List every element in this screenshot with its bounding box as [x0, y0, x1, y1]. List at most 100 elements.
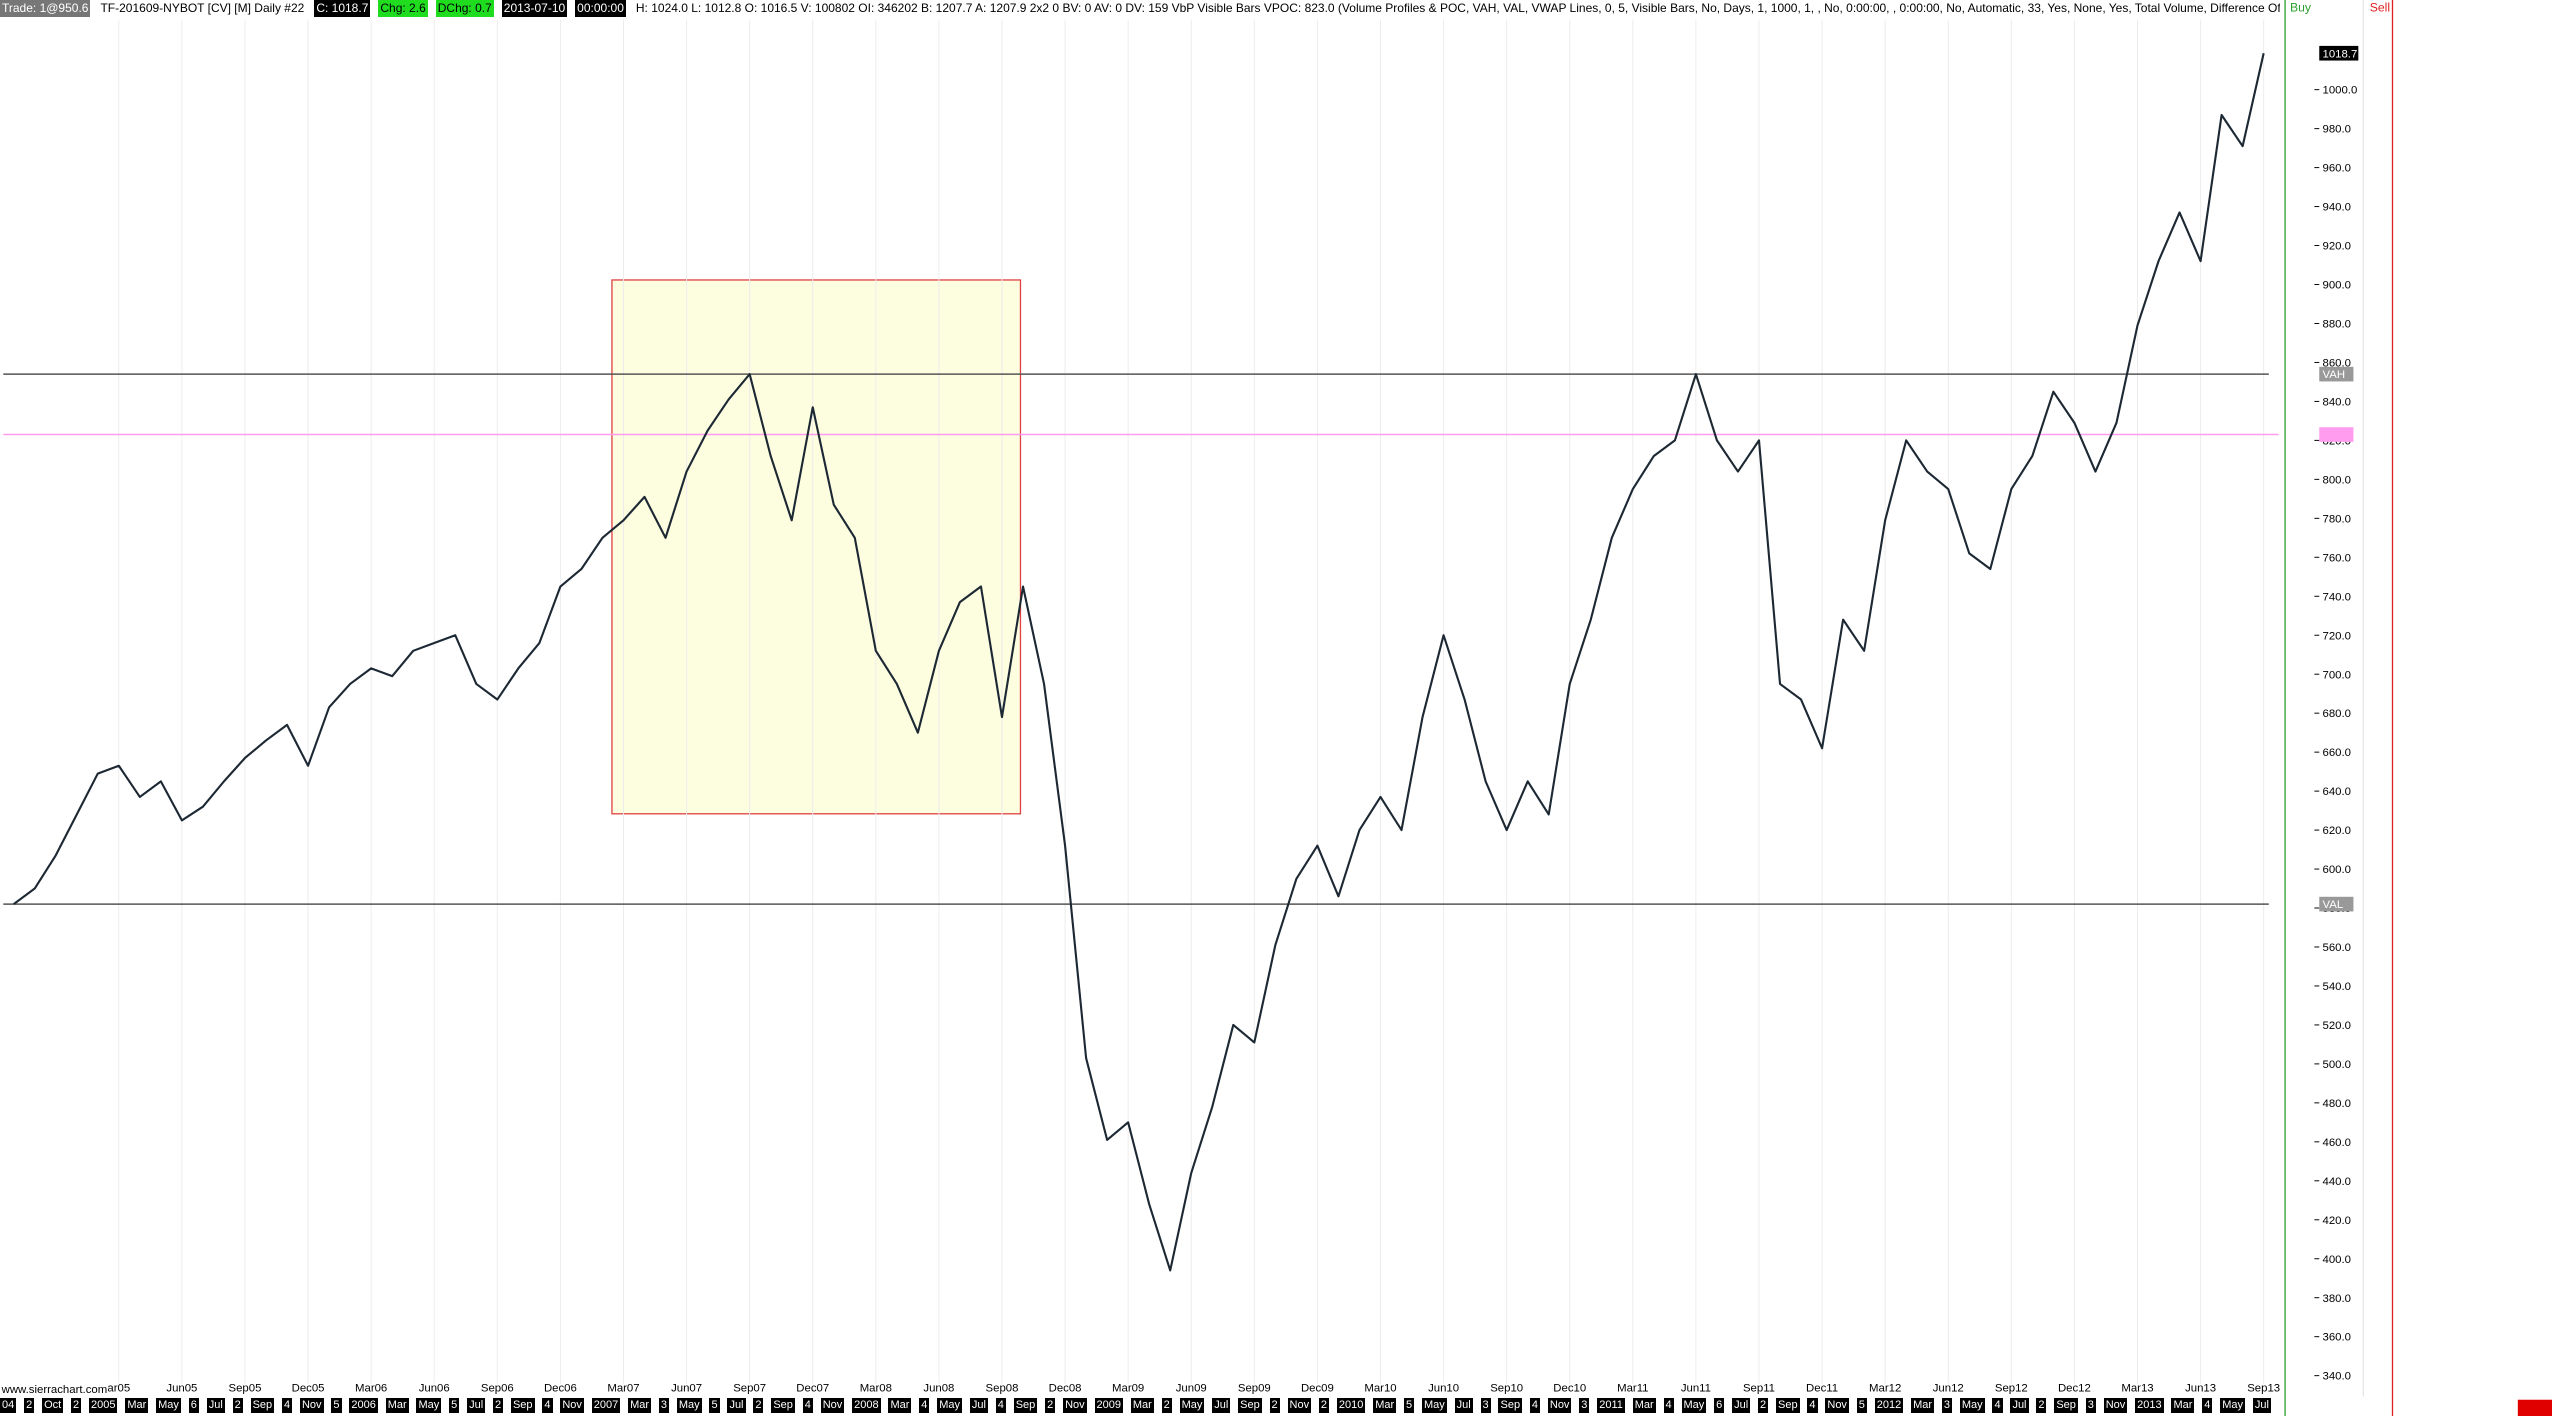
date-bar-label: Mar — [888, 1398, 912, 1413]
x-tick-label: Mar08 — [860, 1383, 892, 1395]
date-bar-label: Nov — [1547, 1398, 1572, 1413]
date-bar-label: Nov — [299, 1398, 324, 1413]
y-tick-label: 920.0 — [2323, 241, 2351, 253]
date-bar-label: Mar — [385, 1398, 409, 1413]
x-tick-label: Sep09 — [1238, 1383, 1271, 1395]
sell-label[interactable]: Sell — [2370, 0, 2390, 14]
date-bar-label: 4 — [282, 1398, 293, 1413]
y-tick-label: 760.0 — [2323, 552, 2351, 564]
date-bar: 04 2 Oct 2 2005 Mar May 6 Jul 2 Sep 4 Nov 5 2006 Mar May… — [0, 1398, 2272, 1413]
details: H: 1024.0 L: 1012.8 O: 1016.5 V: 100802 … — [635, 1, 2280, 15]
x-tick-label: Sep08 — [986, 1383, 1019, 1395]
y-tick-label: 480.0 — [2323, 1098, 2351, 1110]
date-bar-label: 2 — [1758, 1398, 1769, 1413]
date-bar-label: Sep — [771, 1398, 795, 1413]
price-line — [13, 52, 2265, 1272]
date-bar-label: 2007 — [591, 1398, 621, 1413]
y-tick-label: 980.0 — [2323, 124, 2351, 136]
y-tick-label: 440.0 — [2323, 1176, 2351, 1188]
date-bar-label: Oct — [42, 1398, 64, 1413]
date-bar-label: Sep — [1013, 1398, 1038, 1413]
last-price-label: 1018.7 — [2323, 48, 2358, 60]
y-tick-label: 520.0 — [2323, 1020, 2351, 1032]
date-bar-label: 2 — [1161, 1398, 1172, 1413]
date-bar-label: 2 — [1269, 1398, 1280, 1413]
buy-label[interactable]: Buy — [2290, 0, 2312, 14]
date-bar-label: 4 — [1663, 1398, 1674, 1413]
y-tick-label: 840.0 — [2323, 396, 2351, 408]
x-tick-label: Dec06 — [544, 1383, 577, 1395]
date-bar-label: Jul — [969, 1398, 988, 1413]
level-box — [2319, 896, 2354, 912]
level-label: VAL — [2323, 899, 2344, 911]
date-bar-label: Nov — [1825, 1398, 1849, 1413]
date-bar-label: May — [1681, 1398, 1707, 1413]
date-bar-label: 2 — [753, 1398, 764, 1413]
x-tick-label: Jun05 — [166, 1383, 197, 1395]
date-bar-label: 5 — [709, 1398, 720, 1413]
date-bar-label: May — [156, 1398, 181, 1413]
x-tick-label: Dec12 — [2058, 1383, 2091, 1395]
date-bar-label: 2009 — [1094, 1398, 1123, 1413]
x-tick-label: Dec11 — [1806, 1383, 1838, 1395]
date-bar-label: 4 — [1992, 1398, 2003, 1413]
y-tick-label: 640.0 — [2323, 786, 2351, 798]
date-bar-label: 2 — [232, 1398, 243, 1413]
y-tick-label: 360.0 — [2323, 1332, 2351, 1344]
date-bar-label: 3 — [2085, 1398, 2096, 1413]
date-bar-label: 2011 — [1597, 1398, 1625, 1413]
date-bar-label: 4 — [2202, 1398, 2213, 1413]
x-tick-label: Sep10 — [1490, 1383, 1523, 1395]
status-box — [2517, 1399, 2552, 1416]
y-tick-label: 500.0 — [2323, 1059, 2351, 1071]
date-bar-label: 4 — [1529, 1398, 1541, 1413]
date-bar-label: 5 — [1856, 1398, 1867, 1413]
header-bar: Trade: 1@950.6 TF-201609-NYBOT [CV] [M] … — [0, 0, 2280, 17]
x-tick-label: Mar13 — [2121, 1383, 2153, 1395]
date-bar-label: 2005 — [89, 1398, 118, 1413]
date-bar-label: Mar — [1632, 1398, 1656, 1413]
y-tick-label: 460.0 — [2323, 1137, 2351, 1149]
y-tick-label: 620.0 — [2323, 825, 2351, 837]
x-tick-label: Dec09 — [1301, 1383, 1334, 1395]
y-tick-label: 800.0 — [2323, 474, 2351, 486]
date-bar-label: Jul — [206, 1398, 225, 1413]
x-tick-label: Dec05 — [292, 1383, 325, 1395]
date-bar-label: 2 — [1045, 1398, 1056, 1413]
x-tick-label: Jun10 — [1428, 1383, 1459, 1395]
date-bar-label: 4 — [919, 1398, 930, 1413]
date: 2013-07-10 — [501, 0, 568, 17]
date-bar-label: May — [1179, 1398, 1205, 1413]
y-tick-label: 340.0 — [2323, 1371, 2351, 1383]
date-bar-label: 4 — [542, 1398, 553, 1413]
x-tick-label: Dec08 — [1049, 1383, 1082, 1395]
annotation-rectangle — [611, 279, 1022, 815]
last-price-box — [2319, 45, 2359, 61]
date-bar-label: 4 — [802, 1398, 813, 1413]
level-label: VAH — [2323, 369, 2346, 381]
date-bar-label: Mar — [628, 1398, 652, 1413]
date-bar-label: Jul — [2010, 1398, 2029, 1413]
date-bar-label: May — [1959, 1398, 1985, 1413]
y-tick-label: 540.0 — [2323, 981, 2351, 993]
y-tick-label: 860.0 — [2323, 358, 2351, 370]
date-bar-label: 2010 — [1336, 1398, 1366, 1413]
date-bar-label: 2 — [492, 1398, 504, 1413]
x-tick-label: Jun11 — [1681, 1383, 1711, 1395]
poc-box — [2319, 427, 2354, 442]
date-bar-label: 2 — [2036, 1398, 2047, 1413]
x-tick-label: ar05 — [107, 1383, 130, 1395]
y-tick-label: 720.0 — [2323, 630, 2351, 642]
date-bar-label: 6 — [188, 1398, 199, 1413]
x-tick-label: Jun09 — [1176, 1383, 1207, 1395]
date-bar-label: Sep — [1775, 1398, 1800, 1413]
x-tick-label: Dec07 — [796, 1383, 829, 1395]
y-tick-label: 940.0 — [2323, 202, 2351, 214]
date-bar-label: 2 — [1318, 1398, 1330, 1413]
date-bar-label: 2008 — [852, 1398, 881, 1413]
y-tick-label: 600.0 — [2323, 864, 2351, 876]
y-tick-label: 680.0 — [2323, 708, 2351, 720]
date-bar-label: May — [2220, 1398, 2245, 1413]
x-tick-label: Mar10 — [1364, 1383, 1396, 1395]
y-tick-label: 560.0 — [2323, 942, 2351, 954]
